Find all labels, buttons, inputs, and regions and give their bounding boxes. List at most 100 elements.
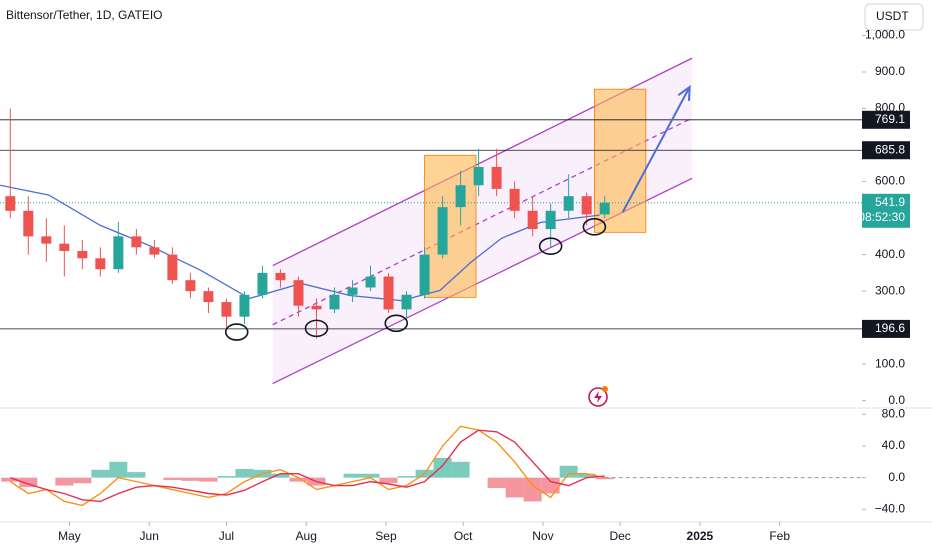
candle-body	[113, 236, 124, 270]
y-tick-label: 900.0	[875, 64, 905, 78]
candle-body	[149, 247, 160, 255]
price-tag-label: 769.1	[875, 112, 905, 126]
price-axis-bg	[862, 0, 932, 550]
candle-body	[581, 196, 592, 215]
oscillator-line	[10, 429, 605, 503]
candle-body	[257, 272, 268, 295]
histogram-bar	[505, 477, 524, 498]
low-marker	[304, 319, 329, 338]
histogram-bar	[343, 473, 362, 478]
histogram-bar	[163, 477, 182, 481]
candle-body	[185, 280, 196, 292]
symbol-title: Bittensor/Tether, 1D, GATEIO	[6, 8, 163, 22]
candle-body	[275, 272, 286, 281]
low-marker	[582, 218, 607, 236]
candle-body	[545, 210, 556, 230]
oscillator-line	[9, 425, 605, 507]
histogram-bar	[19, 477, 38, 488]
histogram-bar	[433, 457, 452, 478]
y-tick-label: 100.0	[875, 356, 905, 370]
x-tick-label: May	[58, 529, 81, 543]
histogram-bar	[379, 477, 398, 484]
candle-body	[95, 258, 106, 270]
y-tick-label: 0.0	[888, 393, 905, 407]
candle-body	[23, 210, 34, 237]
candle-body	[491, 166, 502, 189]
histogram-bar	[271, 473, 290, 478]
currency-label[interactable]: USDT	[876, 9, 909, 23]
price-tag	[862, 110, 910, 129]
x-tick-label: Nov	[532, 529, 553, 543]
x-tick-label: Sep	[375, 529, 397, 543]
candle-body	[419, 254, 430, 295]
x-tick-label: Oct	[454, 529, 473, 543]
candle-body	[455, 185, 466, 208]
histogram-bar	[199, 477, 218, 482]
histogram-bar	[55, 477, 74, 486]
candle-body	[563, 196, 574, 211]
candle-body	[77, 250, 88, 259]
histogram-bar	[361, 473, 380, 478]
y-tick-label: 40.0	[882, 438, 906, 452]
low-marker	[224, 323, 249, 341]
plot-layer	[0, 57, 862, 507]
candle-body	[401, 294, 412, 310]
y-tick-label: 80.0	[882, 407, 906, 421]
candle-body	[5, 196, 16, 211]
highlight-box	[424, 154, 477, 298]
logo-icon	[588, 386, 608, 407]
x-tick-label: Jul	[219, 529, 234, 543]
candle-body	[599, 202, 610, 215]
moving-average	[0, 184, 600, 302]
candle-body	[509, 188, 520, 211]
x-tick-label: Aug	[296, 529, 317, 543]
histogram-bar	[217, 476, 236, 478]
candle-body	[437, 207, 448, 255]
candle-body	[527, 210, 538, 230]
candle-body	[221, 302, 232, 317]
histogram-bar	[559, 465, 578, 478]
countdown-label: 08:52:30	[858, 210, 905, 224]
candle-body	[293, 280, 304, 306]
histogram-bar	[451, 461, 470, 478]
candle-body	[329, 294, 340, 310]
candle-body	[365, 276, 376, 288]
candle-body	[473, 166, 484, 186]
candle-body	[167, 254, 178, 281]
candle-body	[59, 243, 70, 251]
y-tick-label: 600.0	[875, 174, 905, 188]
histogram-bar	[289, 477, 308, 482]
histogram-bar	[127, 472, 146, 478]
price-tag-label: 685.8	[875, 142, 905, 156]
histogram-bar	[109, 461, 128, 478]
last-price-tag	[862, 193, 910, 228]
y-tick-label: −40.0	[875, 502, 906, 516]
y-tick-label: 0.0	[888, 470, 905, 484]
histogram-bar	[91, 469, 110, 478]
price-tag	[862, 319, 910, 338]
histogram-bar	[487, 477, 506, 488]
candle-body	[203, 291, 214, 303]
last-price-label: 541.9	[875, 195, 905, 209]
x-tick-label: Feb	[769, 529, 790, 543]
histogram-bar	[577, 473, 596, 478]
x-tick-label: Dec	[609, 529, 630, 543]
candle-body	[41, 236, 52, 244]
low-marker	[538, 237, 563, 256]
x-tick-label: Jun	[140, 529, 159, 543]
histogram-bar	[595, 477, 614, 480]
histogram-bar	[541, 477, 560, 494]
y-tick-label: 1,000.0	[865, 28, 905, 42]
candle-body	[347, 287, 358, 295]
candle-body	[239, 294, 250, 317]
x-tick-label: 2025	[687, 529, 714, 543]
low-marker	[384, 314, 409, 333]
candle-body	[131, 236, 142, 248]
histogram-bar	[181, 477, 200, 481]
arrow-head	[677, 84, 691, 102]
histogram-bar	[397, 476, 416, 478]
currency-button[interactable]	[864, 3, 924, 31]
histogram-bar	[1, 477, 20, 482]
